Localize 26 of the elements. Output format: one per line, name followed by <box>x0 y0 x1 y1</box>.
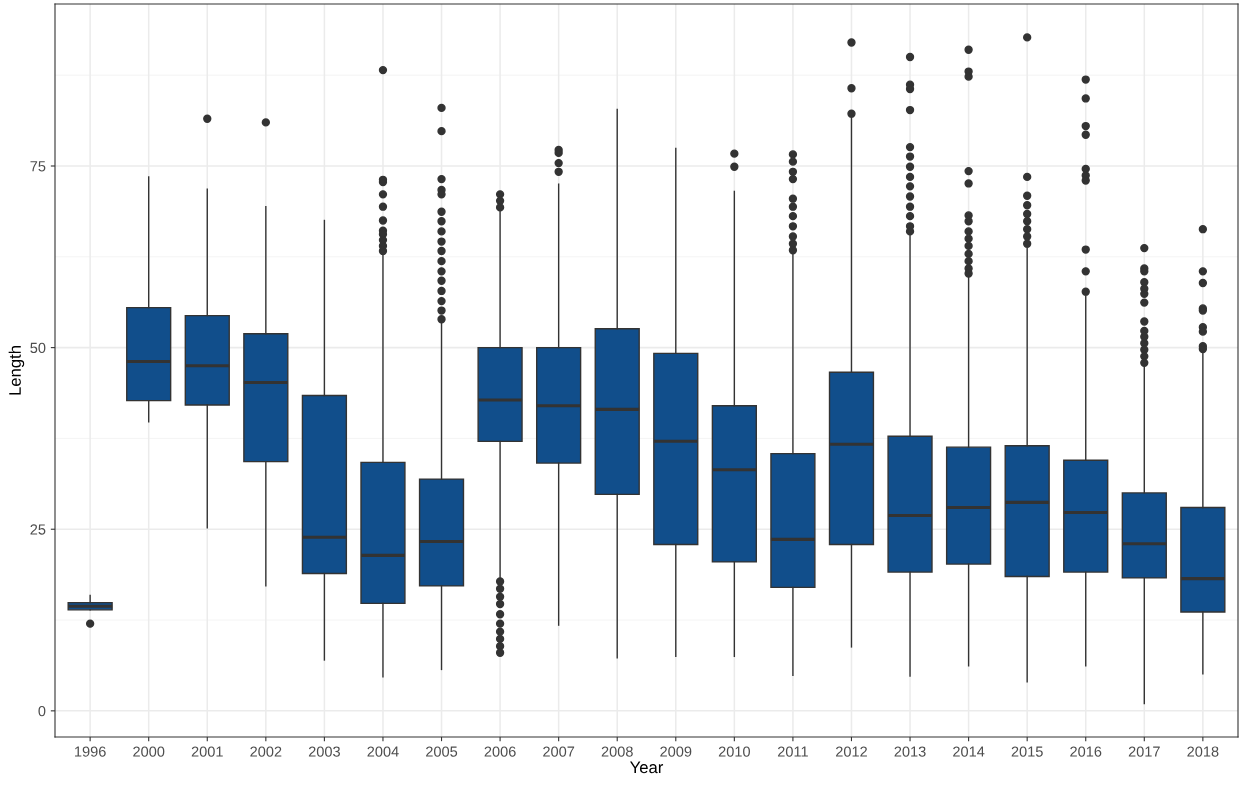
x-tick-label: 2002 <box>250 746 282 757</box>
x-tick-label: 2010 <box>718 746 750 757</box>
y-tick-label: 25 <box>30 524 46 535</box>
x-tick-label: 2000 <box>133 746 165 757</box>
x-tick-label: 2001 <box>191 746 223 757</box>
x-tick-label: 2013 <box>894 746 926 757</box>
x-tick-label: 2018 <box>1187 746 1219 757</box>
x-tick-label: 2016 <box>1070 746 1102 757</box>
x-tick-label: 2011 <box>777 746 808 757</box>
y-tick-label: 50 <box>30 342 46 354</box>
x-tick-label: 2007 <box>543 746 575 757</box>
x-tick-label: 2017 <box>1128 746 1160 757</box>
y-tick-label: 0 <box>38 705 46 717</box>
x-tick-label: 1996 <box>75 746 106 757</box>
x-tick-label: 2015 <box>1011 746 1043 757</box>
y-axis-title: Length <box>8 346 25 395</box>
x-tick-label: 2012 <box>835 746 867 757</box>
x-tick-label: 2006 <box>484 746 516 757</box>
x-tick-label: 2005 <box>426 746 458 757</box>
x-tick-label: 2014 <box>953 746 985 757</box>
x-tick-label: 2009 <box>660 746 692 757</box>
x-axis-title: Year <box>630 761 664 774</box>
x-tick-label: 2004 <box>367 746 399 757</box>
x-tick-label: 2003 <box>308 746 340 757</box>
x-tick-label: 2008 <box>601 746 633 757</box>
y-tick-label: 75 <box>30 161 46 172</box>
